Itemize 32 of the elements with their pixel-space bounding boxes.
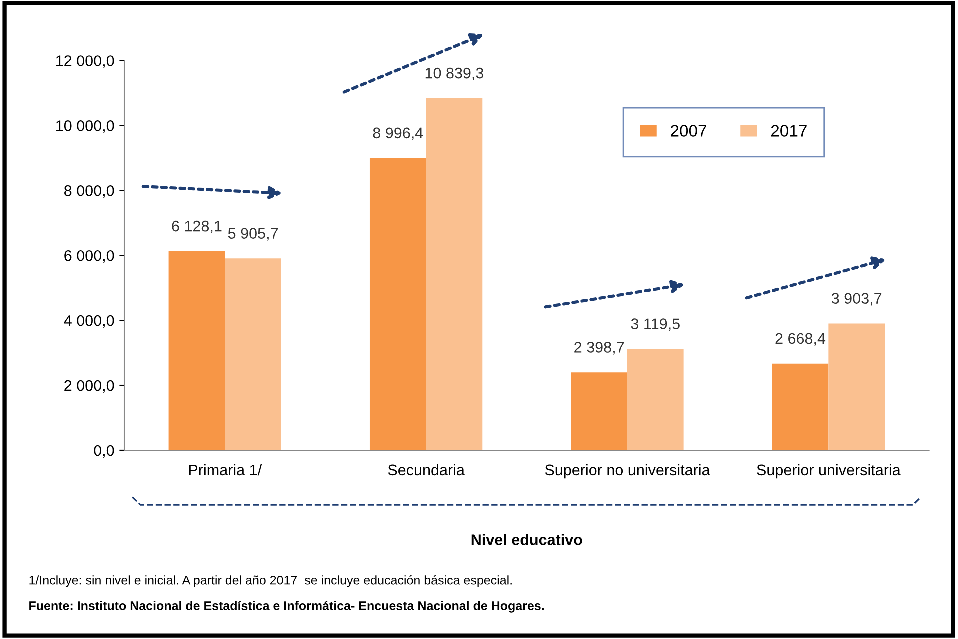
legend-label: 2007 [671,125,706,137]
data-label: 3 119,5 [631,318,680,332]
y-tick-label: 12 000,0 [56,56,114,68]
data-label: 2 668,4 [776,333,826,346]
x-tick-label: Secundaria [388,464,465,476]
data-label: 3 903,7 [832,293,882,306]
bar [571,372,628,450]
x-tick-label: Superior universitaria [757,464,901,479]
x-tick-label: Superior no universitaria [545,464,710,479]
bar [168,251,226,450]
bar [627,349,684,450]
data-label: 10 839,3 [426,68,484,81]
y-tick-label: 2 000,0 [64,380,114,394]
text: 1/Incluye: sin nivel e inicial. A partir del año 2017 se incluye educación básica especial. [30,575,512,588]
data-label: 8 996,4 [373,128,424,140]
data-label: 2 398,7 [574,342,624,355]
y-tick-label: 6 000,0 [64,250,114,264]
bar [370,158,426,450]
bar [828,324,885,450]
source-note: Fuente: Instituto Nacional de Estadística e Informática- Encuesta Nacional de Hogares. [30,601,544,613]
y-tick-label: 8 000,0 [64,186,114,198]
y-tick-label: 10 000,0 [56,120,114,134]
x-tick-label: Primaria 1/ [189,464,262,476]
bar [225,258,282,450]
x-axis-title: Nivel educativo [472,534,582,546]
y-tick-label: 0,0 [94,445,114,458]
bar [772,364,829,450]
data-label: 6 128,1 [172,220,222,234]
legend-label: 2017 [771,125,807,137]
data-label: 5 905,7 [228,228,278,241]
bar [426,98,483,450]
y-tick-label: 4 000,0 [64,315,114,328]
